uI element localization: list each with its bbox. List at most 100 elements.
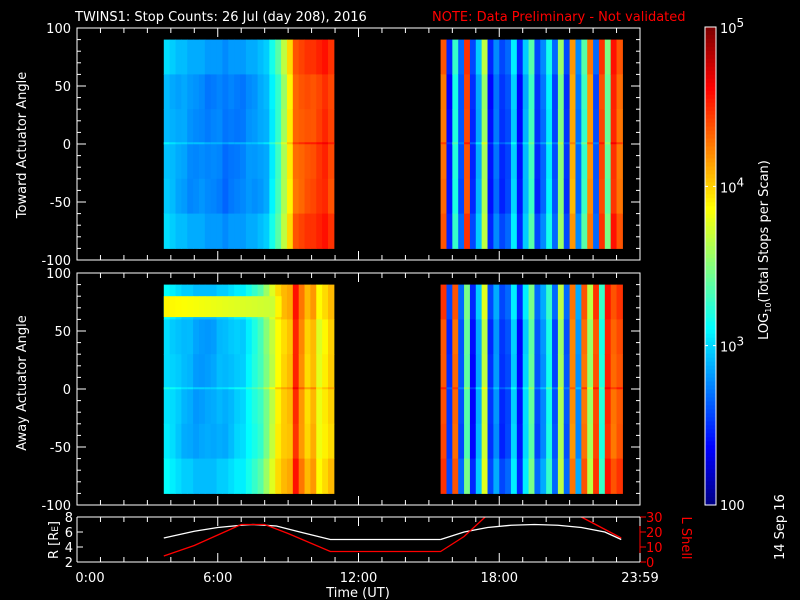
heatmap-cell bbox=[163, 389, 171, 425]
heatmap-cell bbox=[245, 213, 253, 249]
colorbar-swatch bbox=[705, 258, 716, 263]
colorbar-swatch bbox=[705, 90, 716, 96]
heatmap-cell bbox=[322, 423, 329, 460]
heatmap-cell bbox=[563, 39, 571, 75]
heatmap-cell bbox=[263, 74, 270, 110]
colorbar-swatch bbox=[705, 30, 716, 36]
heatmap-cell bbox=[281, 74, 288, 110]
heatmap-cell bbox=[604, 354, 612, 390]
heatmap-cell bbox=[440, 423, 447, 460]
heatmap-cell bbox=[581, 423, 588, 460]
heatmap-cell bbox=[516, 354, 524, 390]
equator-cell bbox=[469, 142, 477, 145]
heatmap-cell bbox=[198, 354, 206, 390]
heatmap-cell bbox=[304, 458, 311, 494]
heatmap-cell bbox=[510, 39, 518, 75]
heatmap-cell bbox=[210, 178, 218, 215]
heatmap-cell bbox=[510, 423, 518, 460]
heatmap-cell bbox=[234, 423, 241, 460]
colorbar-swatch bbox=[705, 110, 716, 116]
heatmap-cell bbox=[598, 144, 606, 180]
colorbar-swatch bbox=[705, 178, 716, 183]
colorbar-swatch bbox=[705, 377, 716, 383]
heatmap-cell bbox=[263, 319, 270, 355]
heatmap-cell bbox=[322, 354, 329, 390]
heatmap-cell bbox=[522, 284, 530, 320]
equator-cell bbox=[587, 142, 594, 145]
heatmap-cell bbox=[292, 319, 300, 355]
heatmap-cell bbox=[610, 458, 618, 494]
equator-cell bbox=[487, 387, 494, 390]
band-cell bbox=[257, 296, 264, 318]
band-cell bbox=[275, 296, 282, 318]
heatmap-cell bbox=[546, 178, 553, 215]
heatmap-cell bbox=[563, 144, 571, 180]
y-tick-label: -50 bbox=[50, 441, 71, 456]
heatmap-cell bbox=[187, 319, 194, 355]
heatmap-cell bbox=[322, 458, 329, 494]
equator-cell bbox=[499, 387, 506, 390]
heatmap-cell bbox=[610, 109, 618, 145]
heatmap-cell bbox=[540, 39, 547, 75]
equator-cell bbox=[328, 142, 335, 145]
heatmap-cell bbox=[493, 319, 500, 355]
heatmap-cell bbox=[263, 109, 270, 145]
heatmap-cell bbox=[440, 109, 447, 145]
heatmap-cell bbox=[446, 74, 453, 110]
heatmap-cell bbox=[616, 354, 623, 390]
heatmap-cell bbox=[563, 389, 571, 425]
colorbar-swatch bbox=[705, 70, 716, 76]
heatmap-cell bbox=[557, 109, 565, 145]
colorbar-swatch bbox=[705, 413, 716, 418]
equator-cell bbox=[552, 387, 559, 390]
colorbar-swatch bbox=[705, 365, 716, 371]
heatmap-cell bbox=[458, 213, 465, 249]
heatmap-cell bbox=[240, 458, 247, 494]
heatmap-cell bbox=[257, 74, 264, 110]
heatmap-cell bbox=[216, 109, 223, 145]
heatmap-cell bbox=[534, 178, 541, 215]
colorbar-tick-label: 104 bbox=[720, 175, 744, 196]
heatmap-cell bbox=[604, 109, 612, 145]
heatmap-cell bbox=[228, 458, 235, 494]
heatmap-cell bbox=[269, 109, 276, 145]
x-tick-label: 0:00 bbox=[75, 571, 104, 586]
heatmap-cell bbox=[193, 39, 200, 75]
equator-cell bbox=[446, 142, 453, 145]
band-cell bbox=[245, 296, 253, 318]
heatmap-cell bbox=[581, 319, 588, 355]
equator-cell bbox=[322, 387, 329, 390]
heatmap-cell bbox=[281, 423, 288, 460]
heatmap-cell bbox=[328, 178, 335, 215]
heatmap-cell bbox=[304, 319, 311, 355]
heatmap-cell bbox=[328, 213, 335, 249]
heatmap-cell bbox=[175, 109, 182, 145]
heatmap-cell bbox=[563, 109, 571, 145]
heatmap-cell bbox=[446, 178, 453, 215]
heatmap-cell bbox=[175, 178, 182, 215]
heatmap-cell bbox=[446, 354, 453, 390]
heatmap-cell bbox=[310, 284, 317, 320]
heatmap-cell bbox=[546, 39, 553, 75]
colorbar-swatch bbox=[705, 341, 716, 347]
heatmap-cell bbox=[328, 389, 335, 425]
heatmap-cell bbox=[598, 389, 606, 425]
heatmap-cell bbox=[257, 319, 264, 355]
heatmap-cell bbox=[240, 213, 247, 249]
heatmap-cell bbox=[198, 423, 206, 460]
equator-cell bbox=[240, 142, 247, 145]
heatmap-cell bbox=[281, 39, 288, 75]
lshell-tick-label: 10 bbox=[646, 541, 663, 556]
heatmap-cell bbox=[469, 109, 477, 145]
heatmap-cell bbox=[534, 109, 541, 145]
heatmap-cell bbox=[587, 144, 594, 180]
heatmap-cell bbox=[452, 458, 459, 494]
heatmap-cell bbox=[257, 144, 264, 180]
equator-cell bbox=[505, 142, 512, 145]
heatmap-cell bbox=[263, 178, 270, 215]
colorbar-swatch bbox=[705, 250, 716, 255]
heatmap-cell bbox=[298, 109, 306, 145]
heatmap-cell bbox=[263, 389, 270, 425]
heatmap-cell bbox=[163, 109, 171, 145]
heatmap-cell bbox=[575, 39, 582, 75]
